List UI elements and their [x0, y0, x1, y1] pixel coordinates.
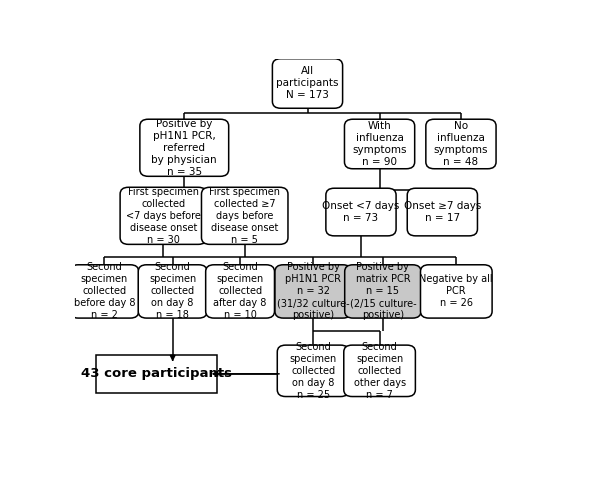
FancyBboxPatch shape — [426, 119, 496, 169]
Text: Positive by
matrix PCR
n = 15
(2/15 culture-
positive): Positive by matrix PCR n = 15 (2/15 cult… — [350, 262, 416, 321]
Text: Second
specimen
collected
on day 8
n = 25: Second specimen collected on day 8 n = 2… — [289, 342, 337, 400]
FancyBboxPatch shape — [95, 355, 217, 393]
FancyBboxPatch shape — [140, 119, 229, 176]
Text: No
influenza
symptoms
n = 48: No influenza symptoms n = 48 — [434, 121, 488, 167]
FancyBboxPatch shape — [345, 265, 421, 318]
Text: Second
specimen
collected
after day 8
n = 10: Second specimen collected after day 8 n … — [214, 262, 267, 321]
FancyBboxPatch shape — [70, 265, 139, 318]
Text: All
participants
N = 173: All participants N = 173 — [276, 66, 339, 101]
FancyBboxPatch shape — [272, 59, 343, 108]
Text: Negative by all
PCR
n = 26: Negative by all PCR n = 26 — [419, 274, 493, 308]
Text: With
influenza
symptoms
n = 90: With influenza symptoms n = 90 — [352, 121, 407, 167]
Text: Positive by
pH1N1 PCR,
referred
by physician
n = 35: Positive by pH1N1 PCR, referred by physi… — [151, 119, 217, 177]
FancyBboxPatch shape — [138, 265, 207, 318]
Text: Second
specimen
collected
other days
n = 7: Second specimen collected other days n =… — [353, 342, 406, 400]
FancyBboxPatch shape — [326, 188, 396, 236]
Text: First specimen
collected ≥7
days before
disease onset
n = 5: First specimen collected ≥7 days before … — [209, 187, 280, 245]
Text: Positive by
pH1N1 PCR
n = 32
(31/32 culture-
positive): Positive by pH1N1 PCR n = 32 (31/32 cult… — [277, 262, 349, 321]
Text: 43 core participants: 43 core participants — [81, 367, 232, 381]
Text: First specimen
collected
<7 days before
disease onset
n = 30: First specimen collected <7 days before … — [126, 187, 201, 245]
FancyBboxPatch shape — [421, 265, 492, 318]
FancyBboxPatch shape — [277, 345, 349, 397]
FancyBboxPatch shape — [344, 119, 415, 169]
FancyBboxPatch shape — [120, 187, 206, 245]
FancyBboxPatch shape — [206, 265, 274, 318]
FancyBboxPatch shape — [407, 188, 478, 236]
Text: Onset <7 days
n = 73: Onset <7 days n = 73 — [322, 201, 400, 223]
FancyBboxPatch shape — [344, 345, 415, 397]
Text: Second
specimen
collected
before day 8
n = 2: Second specimen collected before day 8 n… — [74, 262, 135, 321]
Text: Onset ≥7 days
n = 17: Onset ≥7 days n = 17 — [404, 201, 481, 223]
FancyBboxPatch shape — [275, 265, 351, 318]
FancyBboxPatch shape — [202, 187, 288, 245]
Text: Second
specimen
collected
on day 8
n = 18: Second specimen collected on day 8 n = 1… — [149, 262, 196, 321]
